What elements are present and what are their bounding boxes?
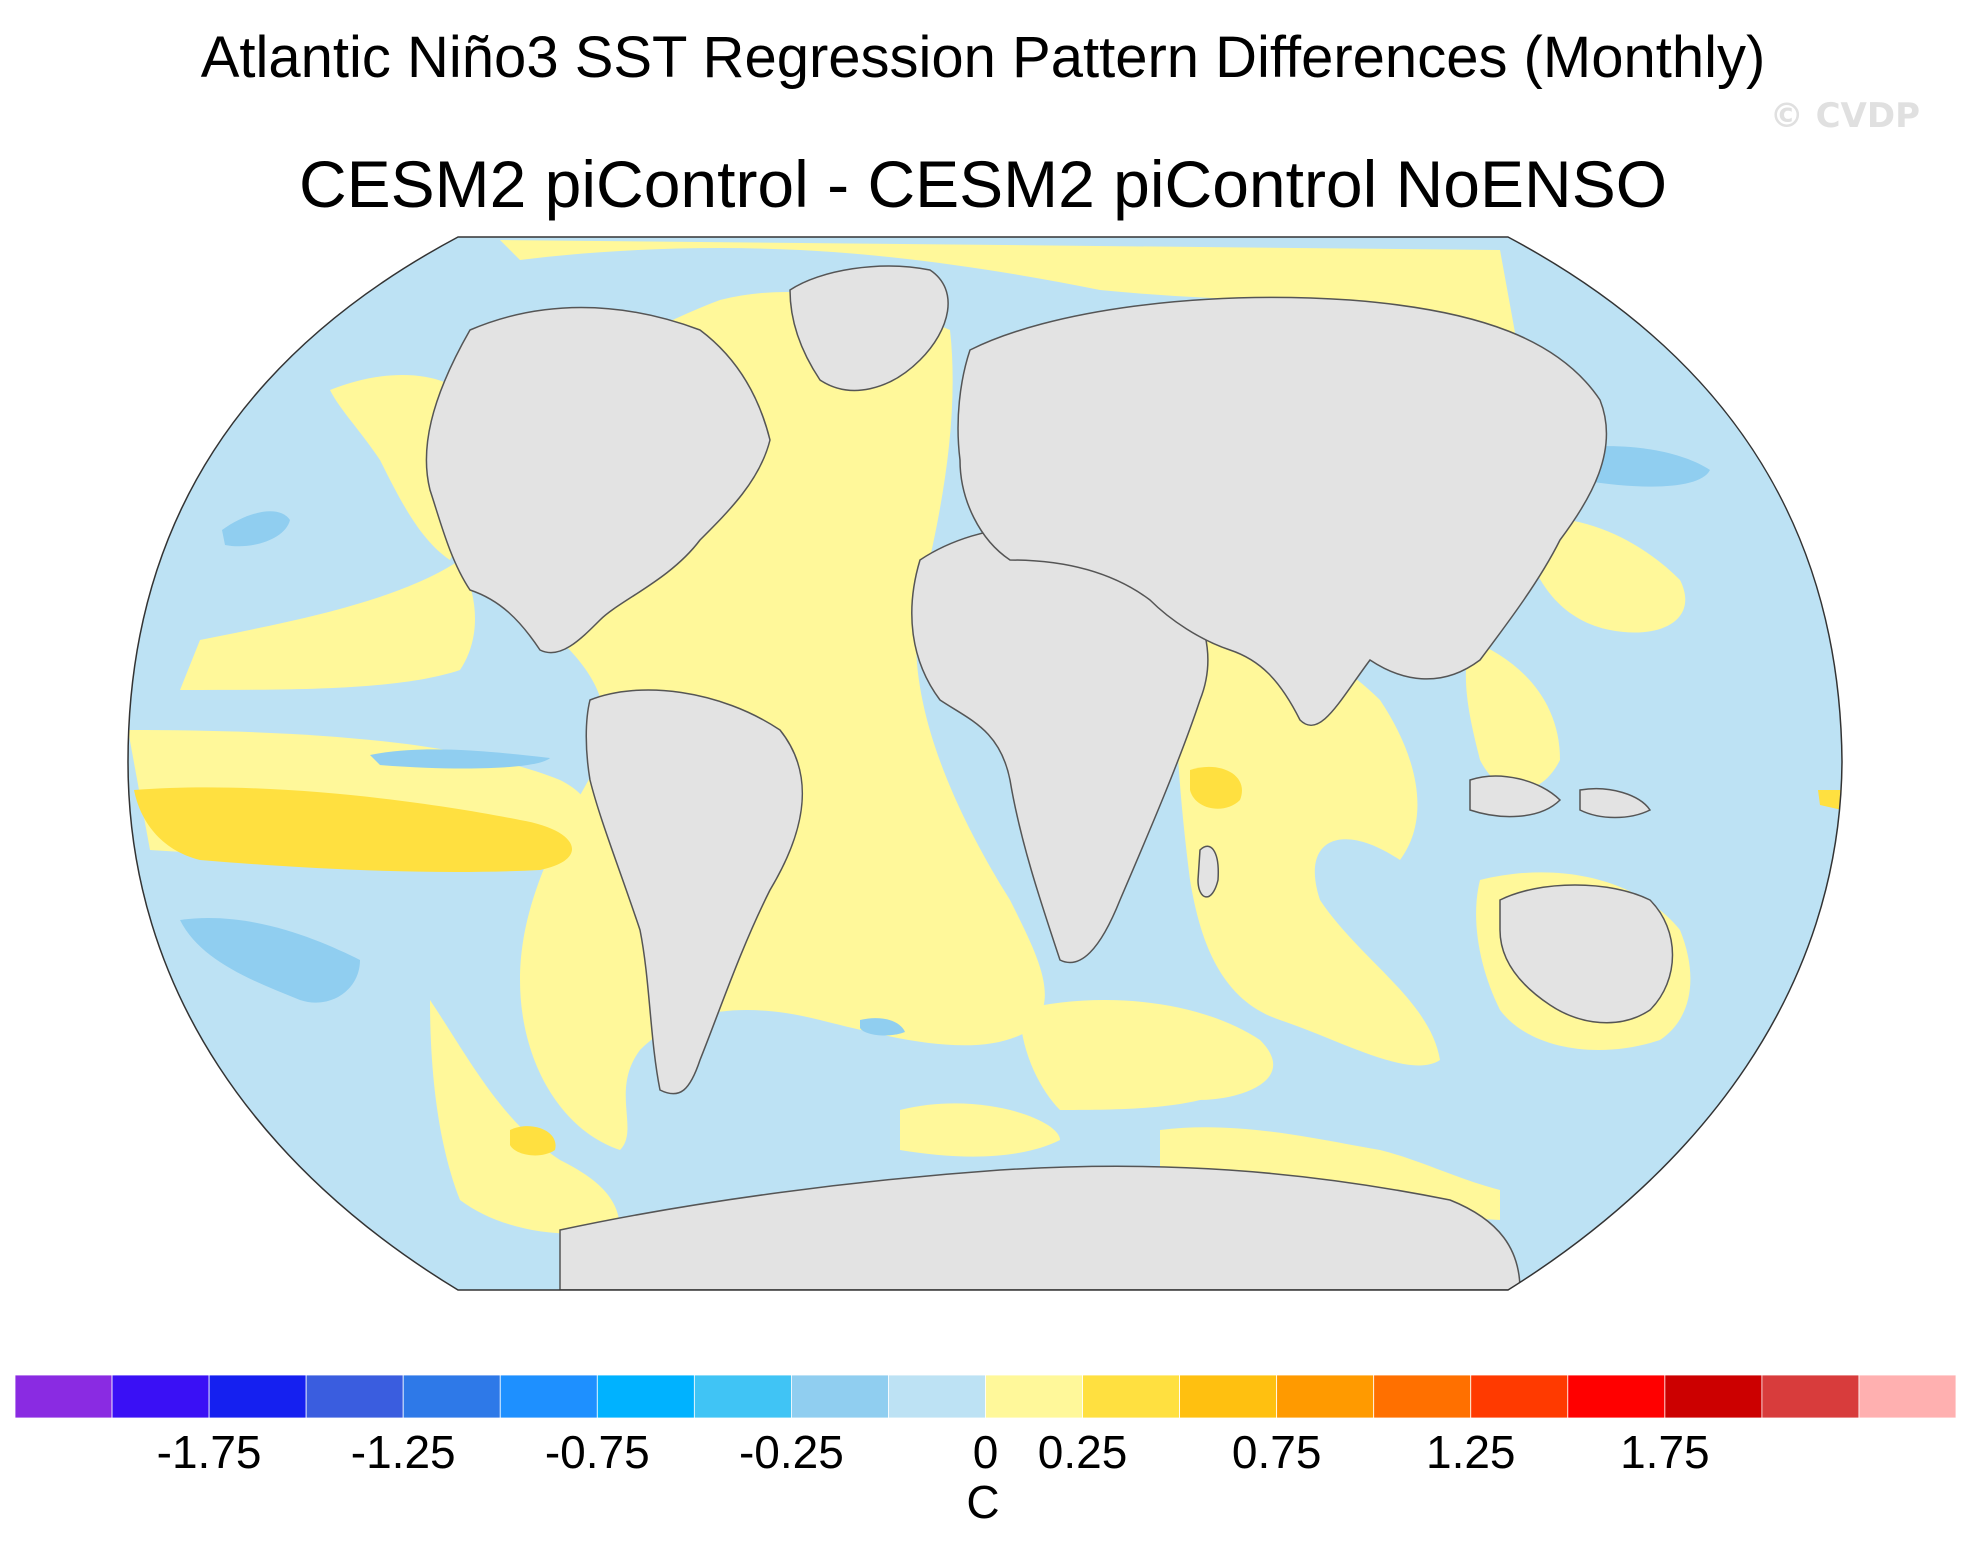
- colorbar-box: [985, 1374, 1083, 1419]
- strong-positive-regions: [134, 766, 1842, 1156]
- colorbar-box: [888, 1374, 986, 1419]
- colorbar-tick-label: 1.75: [1620, 1426, 1710, 1478]
- colorbar-box: [1082, 1374, 1181, 1419]
- colorbar-tick-label: -0.75: [545, 1426, 650, 1478]
- colorbar-box: [693, 1374, 792, 1419]
- colorbar-box: [14, 1374, 113, 1419]
- colorbar-box: [1858, 1374, 1957, 1419]
- chart-title: Atlantic Niño3 SST Regression Pattern Di…: [200, 25, 1766, 90]
- eurasia: [957, 296, 1608, 727]
- colorbar-box: [1470, 1374, 1569, 1419]
- north-america: [425, 306, 771, 654]
- colorbar-box: [1276, 1374, 1375, 1419]
- colorbar-tick-label: 1.25: [1426, 1426, 1516, 1478]
- colorbar-box: [1179, 1374, 1278, 1419]
- colorbar-tick-label: -1.25: [351, 1426, 456, 1478]
- cvdp-watermark: © CVDP: [1769, 96, 1920, 136]
- colorbar-box: [791, 1374, 889, 1419]
- colorbar-box: [1761, 1374, 1860, 1419]
- antarctica: [559, 1165, 1521, 1290]
- globe-outline: [127, 236, 1843, 1291]
- colorbar-box: [1373, 1374, 1472, 1419]
- maritime-continent: [1469, 775, 1562, 818]
- colorbar-box: [402, 1374, 501, 1419]
- chart-subtitle: CESM2 piControl - CESM2 piControl NoENSO: [298, 147, 1668, 221]
- land-masses: [425, 265, 1674, 1290]
- greenland: [789, 265, 949, 392]
- colorbar-box: [596, 1374, 695, 1419]
- colorbar-box: [499, 1374, 598, 1419]
- madagascar: [1197, 845, 1219, 898]
- colorbar-tick-label: -1.75: [157, 1426, 262, 1478]
- south-america: [585, 689, 804, 1095]
- colorbar-tick-label: 0: [973, 1426, 999, 1478]
- colorbar-box: [1664, 1374, 1763, 1419]
- australia: [1499, 884, 1674, 1024]
- colorbar-tick-label: -0.25: [739, 1426, 844, 1478]
- colorbar-unit: C: [966, 1476, 1000, 1528]
- colorbar-box: [208, 1374, 307, 1419]
- colorbar-box: [1567, 1374, 1666, 1419]
- colorbar-tick-label: 0.25: [1038, 1426, 1128, 1478]
- colorbar-box: [305, 1374, 404, 1419]
- colorbar-box: [111, 1374, 210, 1419]
- colorbar-tick-label: 0.75: [1232, 1426, 1322, 1478]
